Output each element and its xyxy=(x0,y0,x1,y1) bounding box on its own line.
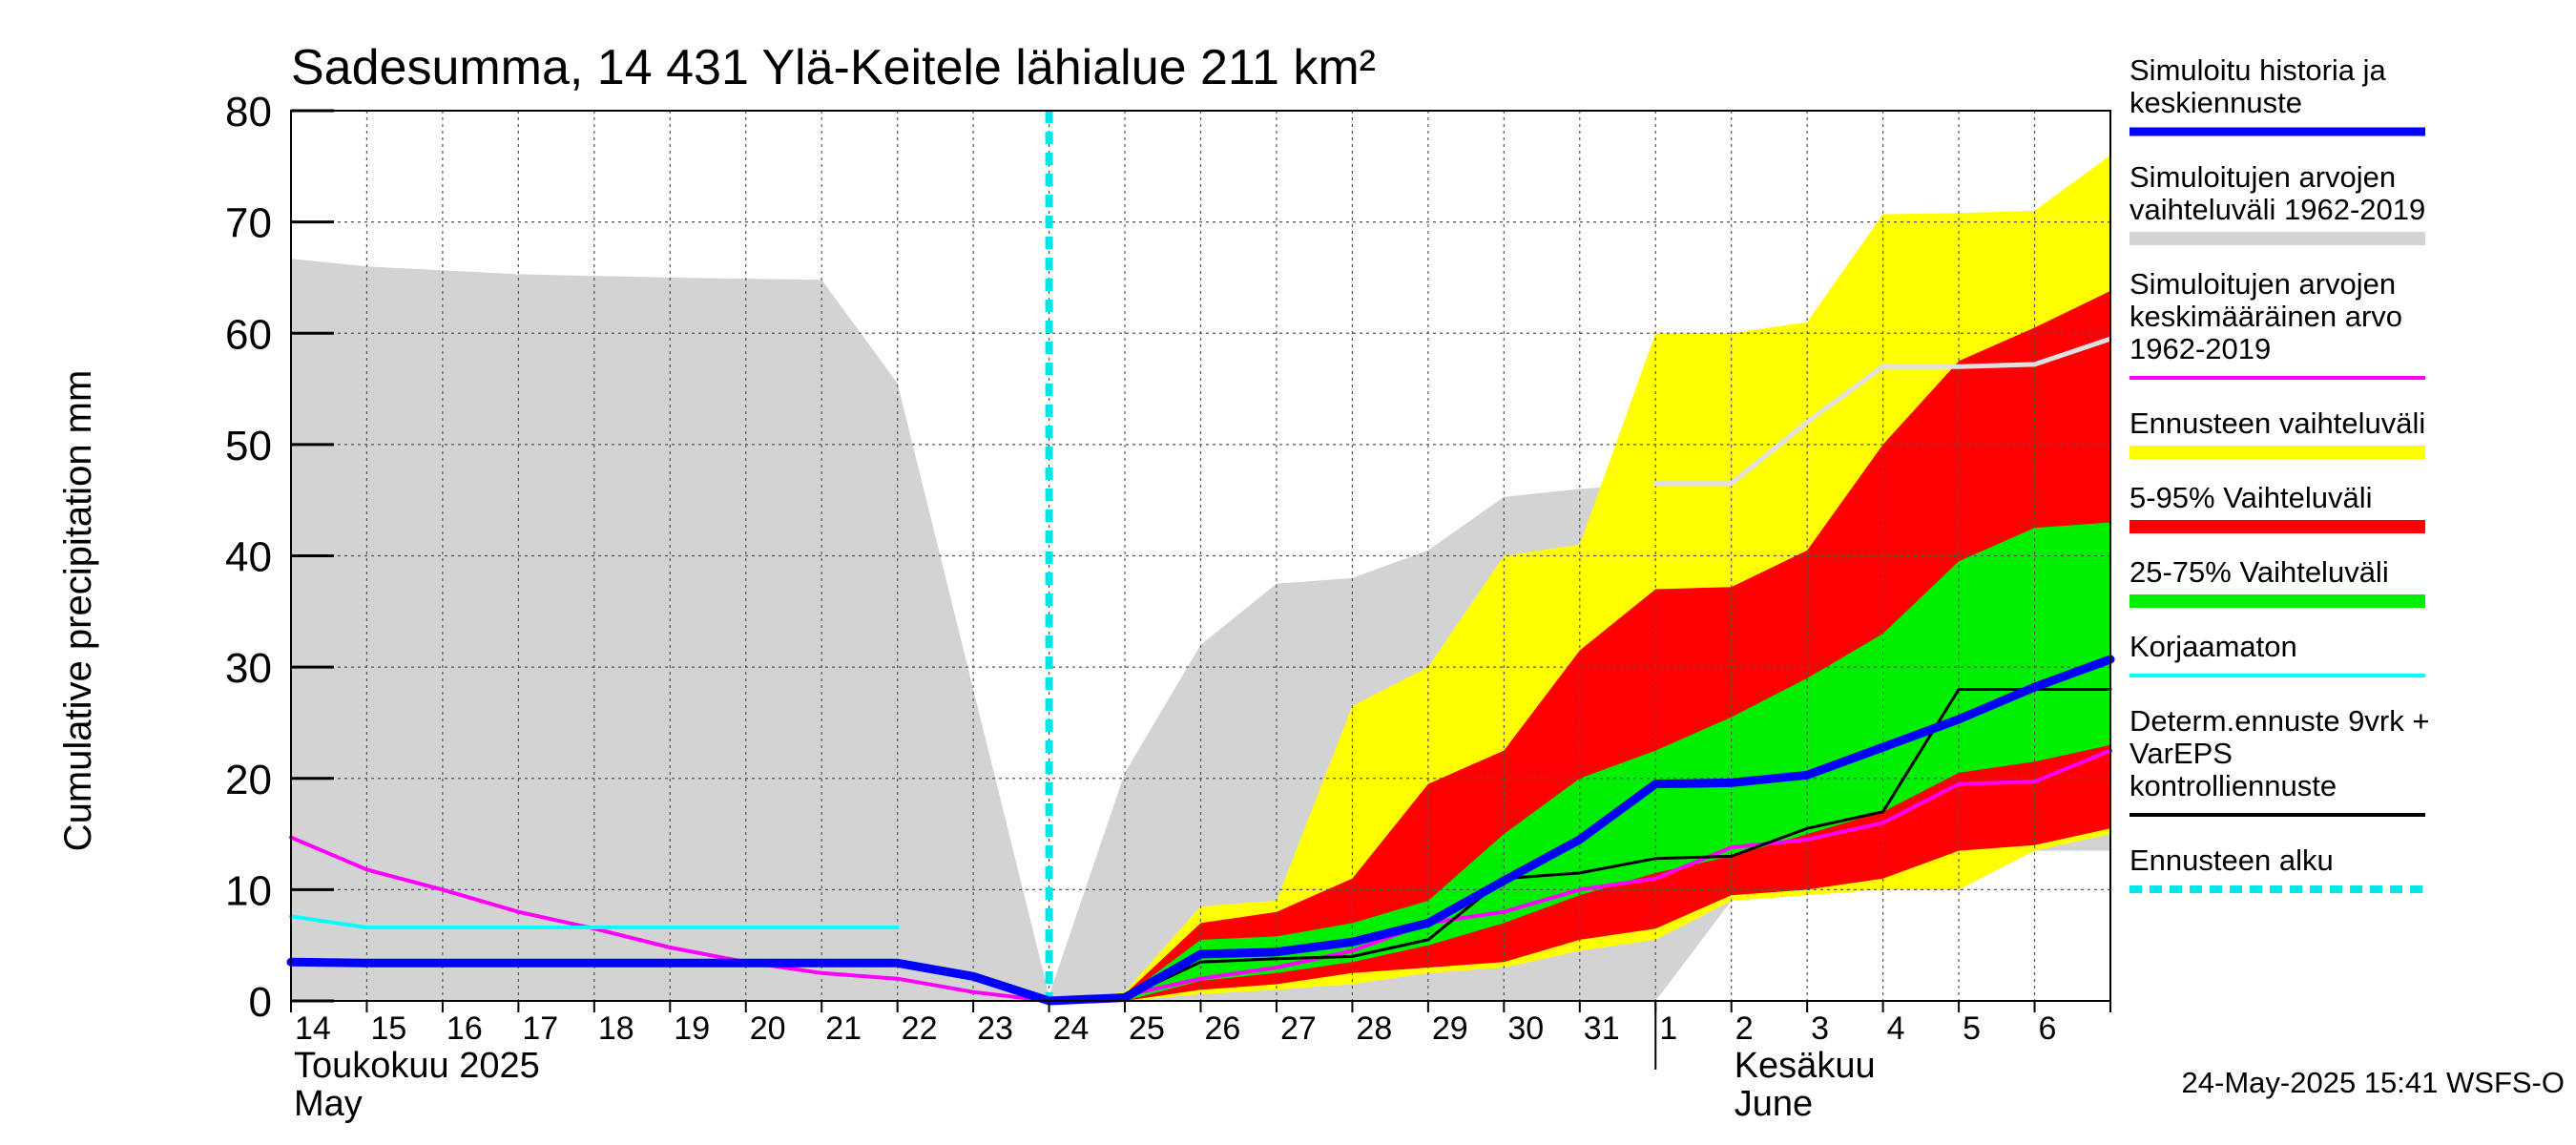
x-tick-label: 19 xyxy=(674,1010,710,1047)
x-tick-label: 16 xyxy=(447,1010,483,1047)
x-tick-label: 17 xyxy=(522,1010,558,1047)
y-axis-label: Cumulative precipitation mm xyxy=(57,370,99,852)
x-tick-label: 4 xyxy=(1887,1010,1905,1047)
x-tick-label: 26 xyxy=(1205,1010,1241,1047)
x-tick-label: 23 xyxy=(977,1010,1013,1047)
legend-label: Determ.ennuste 9vrk + VarEPS kontrolliennu… xyxy=(2129,704,2429,802)
x-tick-label: 21 xyxy=(825,1010,862,1047)
x-tick-label: 22 xyxy=(902,1010,938,1047)
x-tick-label: 14 xyxy=(295,1010,331,1047)
band-25-75-vaihteluvali xyxy=(1049,522,2110,1001)
x-tick-label: 30 xyxy=(1507,1010,1544,1047)
legend-label: Simuloitujen arvojen keskimääräinen arvo 1… xyxy=(2129,267,2402,365)
chart-title: Sadesumma, 14 431 Ylä-Keitele lähialue 2… xyxy=(291,40,1376,95)
month-label: Toukokuu 2025 xyxy=(294,1046,540,1086)
x-tick-label: 2 xyxy=(1735,1010,1754,1047)
band-5-95-vaihteluvali xyxy=(1049,290,2110,1001)
line-simuloitujen-arvojen-keskimaarainen-arvo-1962-2019-mean-reference xyxy=(1652,336,2113,487)
x-tick-label: 5 xyxy=(1963,1010,1981,1047)
legend-label: 5-95% Vaihteluväli xyxy=(2129,481,2372,514)
x-tick-label: 31 xyxy=(1584,1010,1620,1047)
y-tick-label: 80 xyxy=(225,89,272,135)
month-label: Kesäkuu xyxy=(1735,1046,1876,1086)
line-simuloitu-historia-ja-keskiennuste xyxy=(286,655,2115,1006)
x-tick-label: 3 xyxy=(1811,1010,1829,1047)
line-layer xyxy=(286,336,2115,1006)
legend-label: 25-75% Vaihteluväli xyxy=(2129,555,2389,589)
timestamp: 24-May-2025 15:41 WSFS-O xyxy=(2182,1066,2565,1099)
line-korjaamaton xyxy=(289,914,900,929)
x-tick-label: 25 xyxy=(1129,1010,1165,1047)
y-tick-label: 30 xyxy=(225,645,272,692)
x-tick-label: 15 xyxy=(370,1010,406,1047)
x-tick-label: 20 xyxy=(750,1010,786,1047)
grid-layer xyxy=(291,111,2110,1001)
x-tick-label: 27 xyxy=(1280,1010,1317,1047)
x-tick-label: 24 xyxy=(1053,1010,1090,1047)
legend-label: Simuloitu historia ja keskiennuste xyxy=(2129,53,2387,119)
x-tick-label: 28 xyxy=(1356,1010,1392,1047)
legend: Simuloitu historia ja keskiennuste Simuloi… xyxy=(2129,53,2429,893)
x-tick-label: 29 xyxy=(1432,1010,1468,1047)
y-tick-label: 60 xyxy=(225,311,272,358)
y-tick-label: 0 xyxy=(249,979,272,1026)
month-label-en: June xyxy=(1735,1084,1813,1124)
legend-label: Ennusteen vaihteluväli xyxy=(2129,406,2425,440)
month-label-en: May xyxy=(294,1084,363,1124)
y-tick-label: 20 xyxy=(225,757,272,803)
legend-label: Korjaamaton xyxy=(2129,630,2297,663)
legend-label: Simuloitujen arvojen vaihteluväli 1962-20… xyxy=(2129,160,2425,226)
y-tick-label: 70 xyxy=(225,200,272,247)
x-tick-label: 18 xyxy=(598,1010,634,1047)
x-tick-label: 1 xyxy=(1659,1010,1677,1047)
y-tick-label: 10 xyxy=(225,867,272,914)
y-tick-label: 40 xyxy=(225,534,272,581)
y-tick-label: 50 xyxy=(225,423,272,469)
legend-label: Ennusteen alku xyxy=(2129,843,2334,877)
x-tick-label: 6 xyxy=(2039,1010,2057,1047)
